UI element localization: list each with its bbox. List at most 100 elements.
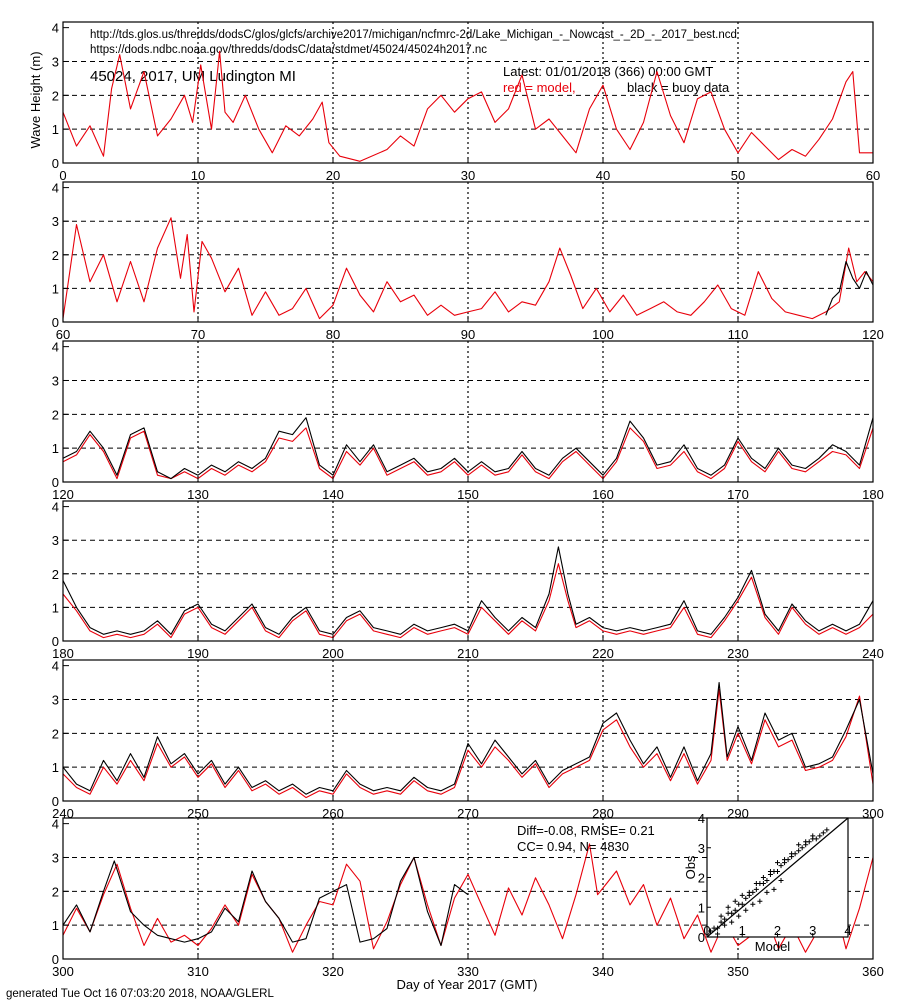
- x-tick-label: 230: [727, 646, 749, 661]
- latest-timestamp: Latest: 01/01/2018 (366) 00:00 GMT: [503, 64, 713, 79]
- y-tick-label: 1: [52, 600, 59, 615]
- scatter-point: [778, 877, 784, 883]
- x-tick-label: 30: [461, 168, 475, 183]
- panel-day-120-180: 0 1 2 3 4 120 130 140 150 160 170 180: [52, 340, 884, 502]
- inset-x-tick-label: 2: [774, 923, 781, 938]
- x-tick-label: 40: [596, 168, 610, 183]
- inset-x-label: Model: [755, 939, 791, 954]
- scatter-point: [771, 886, 777, 892]
- inset-x-tick-label: 0: [703, 923, 710, 938]
- y-tick-label: 3: [52, 214, 59, 229]
- inset-y-tick-label: 2: [698, 871, 705, 886]
- scatter-point: [764, 889, 770, 895]
- model-series-line: [62, 688, 874, 799]
- buoy-series-line: [62, 682, 874, 795]
- x-tick-label: 290: [727, 806, 749, 821]
- panel-day-60-120: 0 1 2 3 4 60 70 80 90 100 110 120: [52, 181, 884, 342]
- y-tick-label: 0: [52, 156, 59, 171]
- scatter-point: [743, 907, 749, 913]
- station-title: 45024, 2017, UM Ludington MI: [90, 68, 296, 85]
- buoy-series-line: [62, 417, 874, 480]
- x-axis-label: Day of Year 2017 (GMT): [397, 977, 538, 992]
- y-tick-label: 3: [52, 850, 59, 865]
- one-to-one-line: [706, 817, 849, 938]
- y-tick-label: 4: [52, 21, 59, 36]
- x-tick-label: 200: [322, 646, 344, 661]
- y-tick-label: 0: [52, 475, 59, 490]
- x-tick-label: 10: [191, 168, 205, 183]
- scatter-point: [746, 889, 752, 895]
- buoy-series-line: [62, 546, 874, 635]
- x-tick-label: 110: [728, 327, 749, 342]
- x-tick-label: 300: [52, 964, 74, 979]
- scatter-point: [799, 845, 805, 851]
- scatter-point: [729, 919, 735, 925]
- x-tick-label: 90: [461, 327, 475, 342]
- y-tick-label: 0: [52, 634, 59, 649]
- buoy-series-line: [825, 260, 874, 316]
- buoy-series-line: [62, 856, 469, 947]
- scatter-point: [764, 877, 770, 883]
- x-tick-label: 170: [727, 487, 749, 502]
- x-tick-label: 50: [731, 168, 745, 183]
- scatter-point: [722, 922, 728, 928]
- inset-y-tick-label: 3: [698, 841, 705, 856]
- x-tick-label: 120: [52, 487, 74, 502]
- model-series-line: [62, 843, 874, 953]
- x-tick-label: 180: [52, 646, 74, 661]
- x-tick-label: 150: [457, 487, 479, 502]
- y-tick-label: 2: [52, 884, 59, 899]
- legend-buoy: black = buoy data: [627, 80, 730, 95]
- y-tick-label: 1: [52, 441, 59, 456]
- scatter-point: [753, 886, 759, 892]
- model-series-line: [62, 563, 874, 639]
- scatter-point: [803, 839, 809, 845]
- model-series-line: [62, 217, 874, 320]
- scatter-point: [820, 830, 826, 836]
- y-tick-label: 2: [52, 88, 59, 103]
- scatter-point: [750, 901, 756, 907]
- scatter-point: [767, 869, 773, 875]
- scatter-point: [718, 919, 724, 925]
- x-tick-label: 20: [326, 168, 340, 183]
- model-series-line: [62, 427, 874, 480]
- x-tick-label: 270: [457, 806, 479, 821]
- inset-y-label: Obs: [683, 855, 698, 879]
- x-tick-label: 330: [457, 964, 479, 979]
- scatter-point: [729, 910, 735, 916]
- y-tick-label: 1: [52, 281, 59, 296]
- x-tick-label: 210: [457, 646, 479, 661]
- y-tick-label: 3: [52, 533, 59, 548]
- x-tick-label: 80: [326, 327, 340, 342]
- panel-day-240-300: 0 1 2 3 4 240 250 260 270 280 290 300: [52, 659, 884, 821]
- scatter-point: [782, 857, 788, 863]
- inset-y-tick-label: 0: [698, 930, 705, 945]
- y-tick-label: 4: [52, 500, 59, 515]
- inset-x-tick-label: 4: [844, 923, 851, 938]
- y-tick-label: 2: [52, 407, 59, 422]
- y-tick-label: 1: [52, 918, 59, 933]
- scatter-point: [810, 833, 816, 839]
- scatter-point: [796, 848, 802, 854]
- y-tick-label: 1: [52, 760, 59, 775]
- y-tick-label: 0: [52, 794, 59, 809]
- inset-x-tick-label: 3: [809, 923, 816, 938]
- scatter-point: [760, 880, 766, 886]
- inset-x-tick-label: 1: [739, 923, 746, 938]
- x-tick-label: 350: [727, 964, 749, 979]
- x-tick-label: 240: [862, 646, 884, 661]
- x-tick-label: 120: [862, 327, 884, 342]
- scatter-point: [760, 875, 766, 880]
- scatter-point: [732, 898, 738, 904]
- legend-model: red = model,: [503, 80, 576, 95]
- x-tick-label: 300: [862, 806, 884, 821]
- scatter-point: [732, 907, 738, 913]
- stats-diff-rmse: Diff=-0.08, RMSE= 0.21: [517, 823, 655, 838]
- x-tick-label: 320: [322, 964, 344, 979]
- scatter-point: [775, 869, 780, 875]
- y-tick-label: 1: [52, 122, 59, 137]
- x-tick-label: 160: [592, 487, 614, 502]
- x-tick-label: 60: [866, 168, 880, 183]
